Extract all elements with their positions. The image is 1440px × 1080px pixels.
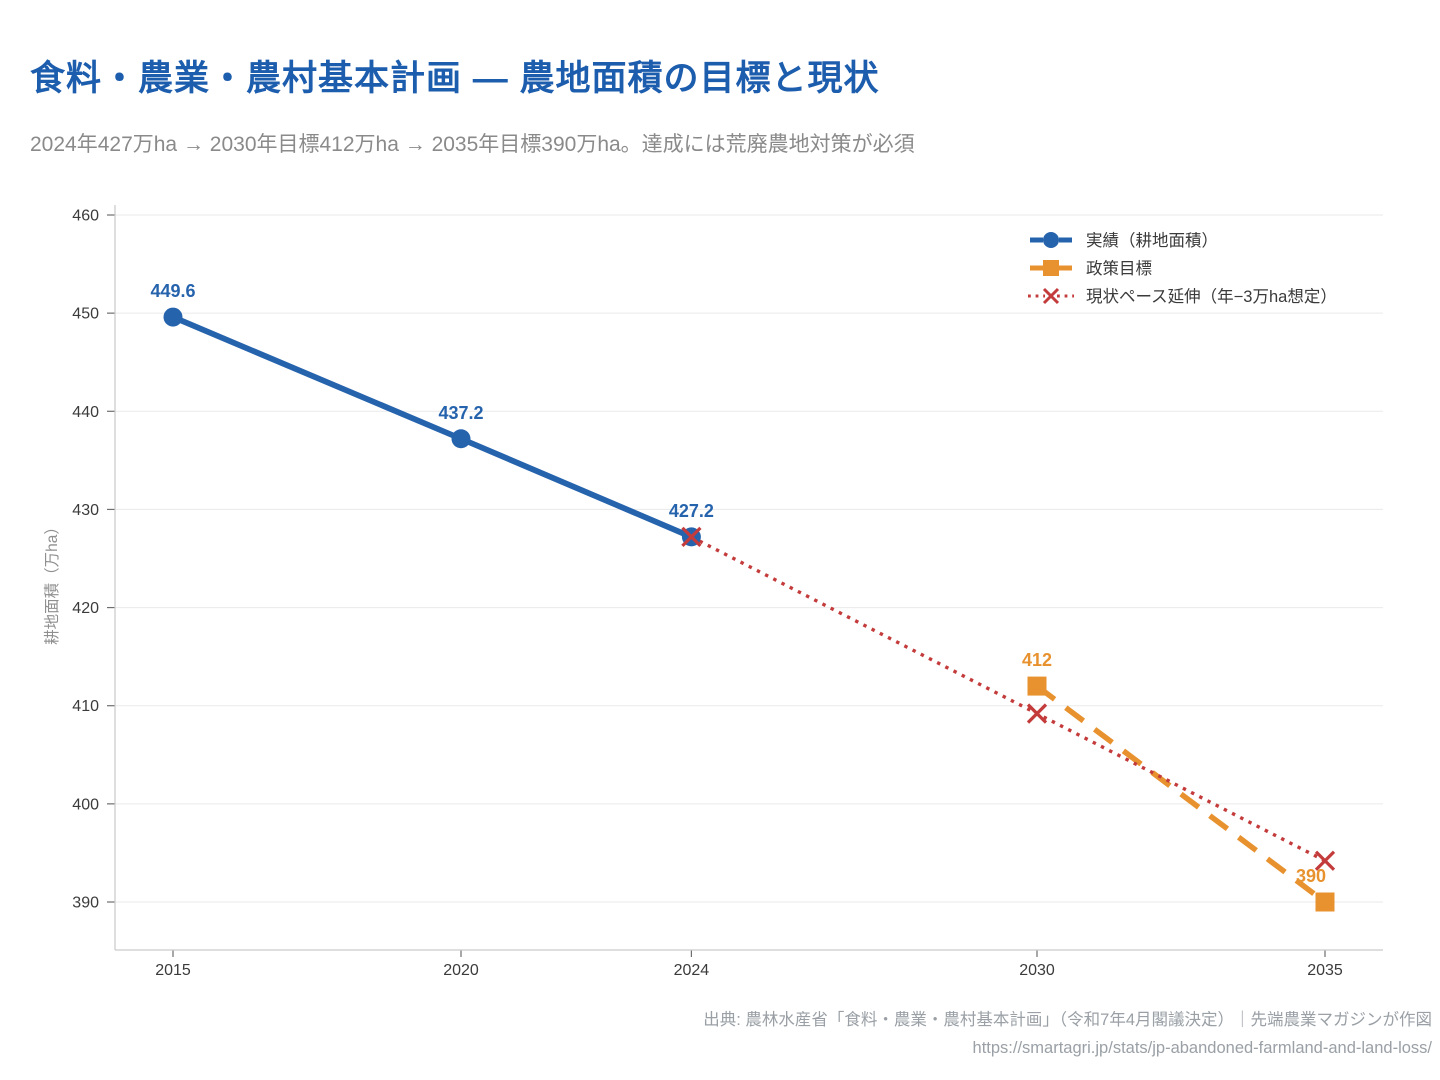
y-tick-label: 460 xyxy=(72,207,99,224)
legend-x-marker xyxy=(1042,287,1060,305)
legend-item-2: 現状ペース延伸（年−3万ha想定） xyxy=(1028,287,1337,306)
x-tick-label: 2035 xyxy=(1307,962,1343,979)
legend-label: 実績（耕地面積） xyxy=(1086,231,1218,250)
axis-layer: 390 400 410 420 430 440 450 460 2015 2020 2024 2030… xyxy=(43,205,1383,979)
data-label: 412 xyxy=(1022,650,1052,670)
x-tick-label: 2024 xyxy=(674,962,710,979)
data-label: 437.2 xyxy=(438,403,483,423)
x-tick-label: 2015 xyxy=(155,962,191,979)
circle-marker xyxy=(451,429,471,449)
series-line-0 xyxy=(171,314,693,540)
series-line-1 xyxy=(1035,683,1327,905)
y-axis-title: 耕地面積（万ha） xyxy=(43,519,61,645)
legend-item-0: 実績（耕地面積） xyxy=(1030,231,1218,250)
page-subtitle: 2024年427万ha → 2030年目標412万ha → 2035年目標390… xyxy=(30,133,915,156)
source-url: https://smartagri.jp/stats/jp-abandoned-… xyxy=(972,1039,1432,1057)
series-line-2 xyxy=(690,535,1326,863)
page-title: 食料・農業・農村基本計画 — 農地面積の目標と現状 xyxy=(30,59,880,98)
source-attribution: 出典: 農林水産省「食料・農業・農村基本計画」（令和7年4月閣議決定）｜先端農業… xyxy=(703,1011,1432,1029)
data-labels-layer: 449.6 437.2 427.2 412 390 xyxy=(150,281,1326,886)
y-tick-label: 400 xyxy=(72,796,99,813)
legend-label: 現状ペース延伸（年−3万ha想定） xyxy=(1086,287,1337,306)
data-label: 390 xyxy=(1296,866,1326,886)
y-tick-label: 450 xyxy=(72,306,99,323)
legend-label: 政策目標 xyxy=(1086,259,1152,278)
y-tick-label: 420 xyxy=(72,600,99,617)
data-label: 449.6 xyxy=(150,281,195,301)
circle-marker xyxy=(163,307,183,327)
y-tick-label: 430 xyxy=(72,502,99,519)
x-tick-label: 2020 xyxy=(443,962,479,979)
y-tick-label: 410 xyxy=(72,698,99,715)
x-tick-label: 2030 xyxy=(1019,962,1055,979)
y-tick-label: 440 xyxy=(72,404,99,421)
series-lines-layer xyxy=(171,314,1327,905)
source-footer: 出典: 農林水産省「食料・農業・農村基本計画」（令和7年4月閣議決定）｜先端農業… xyxy=(703,1006,1432,1062)
y-tick-label: 390 xyxy=(72,895,99,912)
square-marker xyxy=(1027,676,1047,696)
legend-item-1: 政策目標 xyxy=(1030,259,1152,278)
x-marker xyxy=(1026,703,1048,724)
grid-layer xyxy=(115,214,1383,903)
square-marker xyxy=(1315,892,1335,912)
x-marker xyxy=(681,526,702,548)
series-markers-layer xyxy=(163,307,1336,912)
x-marker xyxy=(1314,850,1336,871)
legend-square-marker xyxy=(1043,260,1059,276)
legend-circle-marker xyxy=(1043,232,1059,248)
data-label: 427.2 xyxy=(669,501,714,521)
